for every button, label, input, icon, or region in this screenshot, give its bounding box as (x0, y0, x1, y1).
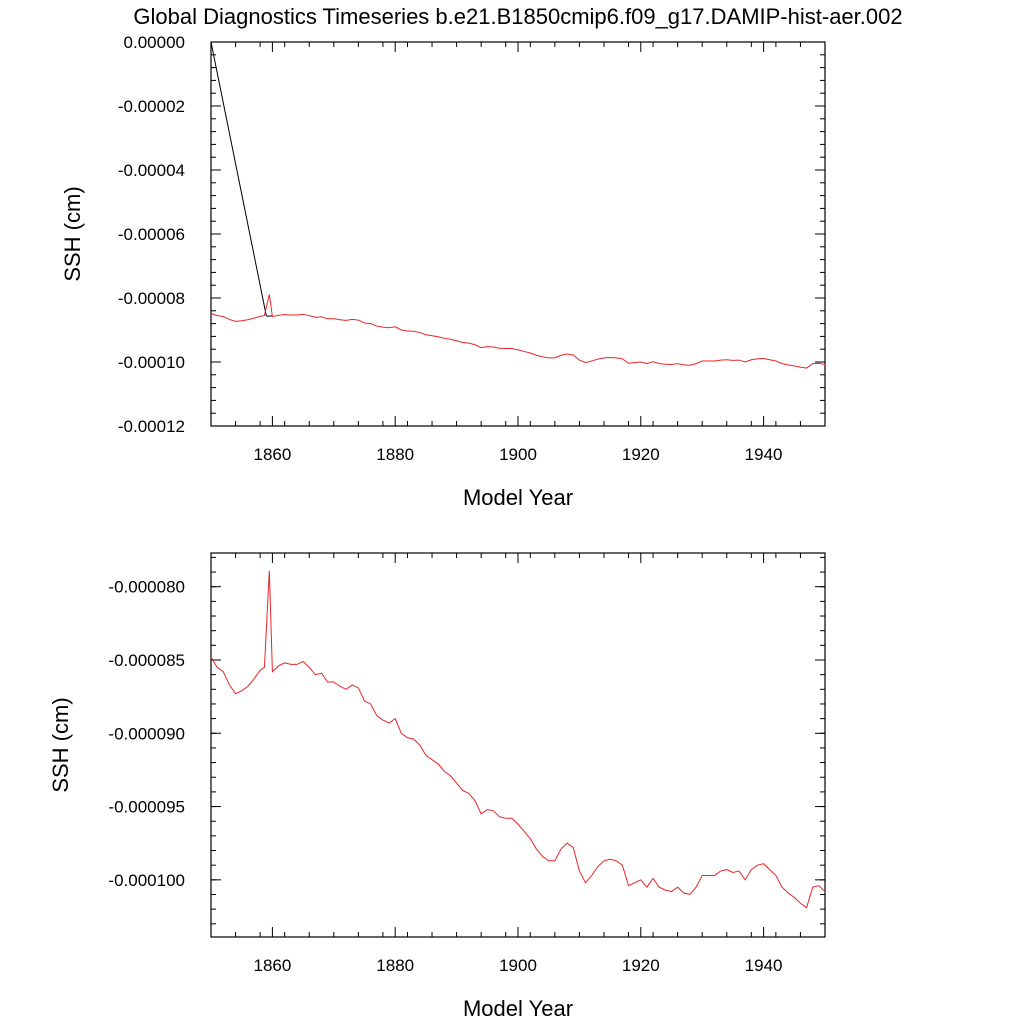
x-tick-label: 1940 (745, 956, 783, 975)
x-tick-label: 1880 (376, 445, 414, 464)
bottom-x-tick-labels: 1860 1880 1900 1920 1940 (253, 956, 782, 975)
bottom-y-axis-label: SSH (cm) (48, 697, 73, 792)
top-panel: 0.00000 -0.00002 -0.00004 -0.00006 -0.00008 -… (60, 33, 826, 510)
y-tick-label: -0.00004 (118, 161, 185, 180)
bottom-series-lines (210, 570, 826, 909)
top-y-axis-label: SSH (cm) (60, 186, 85, 281)
top-series-line-1 (210, 294, 826, 369)
bottom-series-line-0 (210, 570, 826, 909)
x-tick-label: 1900 (499, 445, 537, 464)
y-tick-label: -0.000100 (108, 871, 185, 890)
bottom-x-axis-label: Model Year (463, 996, 573, 1021)
y-tick-label: -0.00012 (118, 417, 185, 436)
bottom-y-tick-labels: -0.000080 -0.000085 -0.000090 -0.000095 -0.0… (108, 578, 185, 890)
x-tick-label: 1920 (622, 956, 660, 975)
y-tick-label: -0.00006 (118, 225, 185, 244)
y-tick-label: -0.00002 (118, 97, 185, 116)
top-ticks (210, 41, 826, 427)
top-y-tick-labels: 0.00000 -0.00002 -0.00004 -0.00006 -0.00008 -… (118, 33, 185, 436)
x-tick-label: 1920 (622, 445, 660, 464)
top-plot-frame (210, 41, 826, 427)
figure-title: Global Diagnostics Timeseries b.e21.B185… (133, 4, 902, 29)
y-tick-label: -0.00008 (118, 289, 185, 308)
x-tick-label: 1860 (253, 956, 291, 975)
y-tick-label: -0.000095 (108, 798, 185, 817)
bottom-panel: -0.000080 -0.000085 -0.000090 -0.000095 -0.0… (48, 552, 826, 1021)
x-tick-label: 1940 (745, 445, 783, 464)
y-tick-label: -0.000085 (108, 651, 185, 670)
top-x-tick-labels: 1860 1880 1900 1920 1940 (253, 445, 782, 464)
bottom-plot-frame (210, 552, 826, 938)
x-tick-label: 1880 (376, 956, 414, 975)
y-tick-label: -0.000080 (108, 578, 185, 597)
top-series-lines (210, 41, 826, 369)
y-tick-label: -0.000090 (108, 724, 185, 743)
y-tick-label: 0.00000 (124, 33, 185, 52)
top-x-axis-label: Model Year (463, 485, 573, 510)
bottom-ticks (210, 553, 826, 937)
x-tick-label: 1860 (253, 445, 291, 464)
top-series-line-0 (210, 41, 273, 317)
x-tick-label: 1900 (499, 956, 537, 975)
y-tick-label: -0.00010 (118, 353, 185, 372)
